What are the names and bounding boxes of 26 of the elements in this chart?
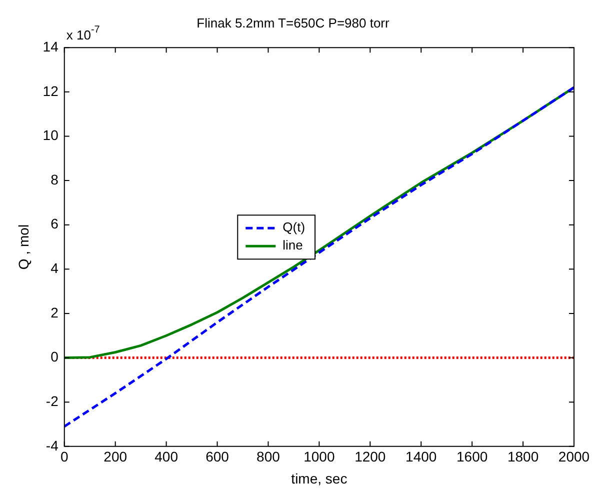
y-tick-label: 4 (50, 260, 59, 276)
x-tick-label: 800 (256, 448, 280, 465)
legend-label: Q(t) (282, 220, 306, 235)
y-tick-label: 10 (42, 127, 59, 144)
x-tick-label: 2000 (558, 448, 590, 465)
y-tick-label: 0 (50, 348, 59, 365)
x-axis-title: time, sec (291, 470, 348, 486)
legend-label: line (282, 238, 303, 253)
x-tick-label: 1400 (406, 448, 437, 465)
x-tick-label: 1600 (456, 448, 488, 465)
line-series (64, 86, 574, 428)
chart-title: Flinak 5.2mm T=650C P=980 torr (196, 15, 390, 30)
y-axis-title: Q , mol (15, 224, 32, 270)
x-tick-label: 200 (104, 448, 128, 465)
y-tick-label: -4 (46, 437, 59, 454)
y-tick-label: 2 (50, 304, 59, 320)
y-tick-label: -2 (46, 392, 59, 409)
y-tick-label: 8 (50, 171, 59, 188)
x-tick-label: 600 (206, 448, 230, 465)
y-tick-label: 12 (42, 82, 59, 99)
y-tick-label: 14 (42, 38, 59, 54)
x-tick-label: 1800 (507, 448, 539, 465)
x-tick-label: 1200 (354, 448, 386, 465)
x-tick-label: 1000 (304, 448, 335, 465)
y-tick-label: 6 (50, 216, 59, 232)
x-tick-label: 400 (154, 448, 178, 465)
